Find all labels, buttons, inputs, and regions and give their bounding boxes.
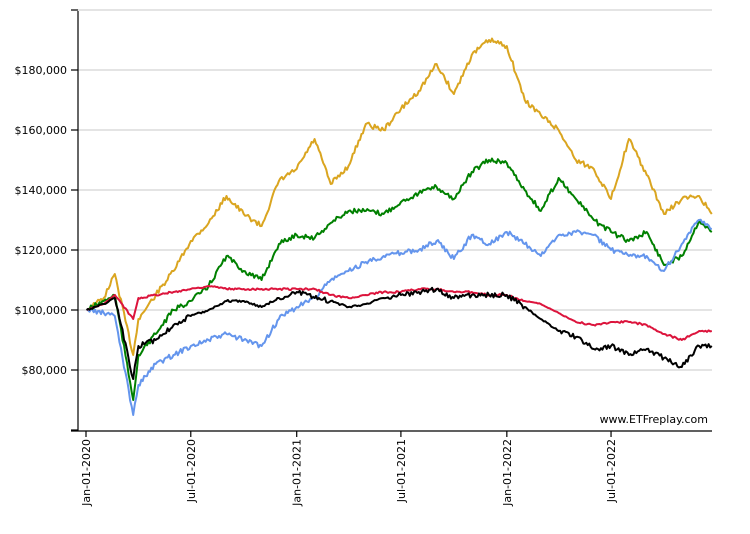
axes: [71, 11, 712, 432]
y-tick-label: $100,000: [15, 304, 68, 317]
series-line-2: [86, 157, 713, 401]
y-ticks: $80,000 $100,000 $120,000 $140,000 $160,000 $…: [15, 9, 78, 431]
y-tick-label: $160,000: [15, 124, 68, 137]
gridlines: [78, 9, 712, 371]
y-tick-label: $180,000: [15, 64, 68, 77]
y-tick-label: $120,000: [15, 244, 68, 257]
x-tick-label: Jul-01-2021: [395, 439, 408, 503]
y-tick-label: $140,000: [15, 184, 68, 197]
watermark: www.ETFreplay.com: [600, 413, 708, 426]
series-line-1: [86, 37, 713, 356]
x-tick-label: Jul-01-2020: [185, 439, 198, 503]
series-line-3: [86, 218, 713, 416]
x-tick-label: Jan-01-2020: [80, 439, 93, 507]
x-tick-label: Jan-01-2022: [501, 439, 514, 507]
x-tick-label: Jul-01-2022: [605, 439, 618, 503]
series-line-5: [85, 286, 713, 380]
y-tick-label: $80,000: [22, 364, 68, 377]
series-group: [85, 37, 713, 416]
x-tick-label: Jan-01-2021: [291, 439, 304, 507]
x-ticks: Jan-01-2020 Jul-01-2020 Jan-01-2021 Jul-01-…: [80, 431, 618, 507]
